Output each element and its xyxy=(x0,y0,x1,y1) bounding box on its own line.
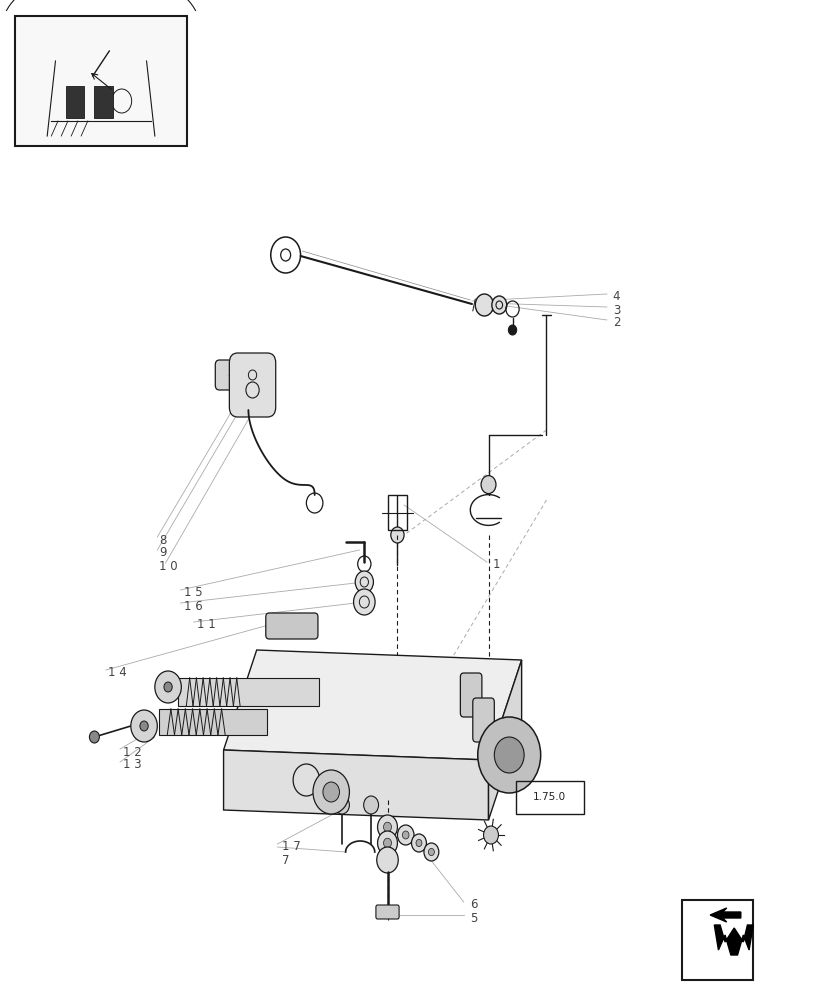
Circle shape xyxy=(383,822,391,832)
Circle shape xyxy=(323,782,339,802)
Text: 1 4: 1 4 xyxy=(108,666,127,678)
Circle shape xyxy=(313,770,349,814)
Circle shape xyxy=(402,831,409,839)
Text: 1 6: 1 6 xyxy=(184,599,203,612)
Polygon shape xyxy=(223,650,521,760)
Circle shape xyxy=(334,796,349,814)
Circle shape xyxy=(383,838,391,848)
Circle shape xyxy=(355,571,373,593)
Bar xyxy=(178,678,318,706)
Text: 2: 2 xyxy=(612,316,619,330)
Bar xyxy=(94,86,112,118)
Bar xyxy=(66,86,84,118)
Circle shape xyxy=(477,717,540,793)
Circle shape xyxy=(491,296,506,314)
Circle shape xyxy=(483,826,498,844)
Text: 1 0: 1 0 xyxy=(159,560,177,572)
Bar xyxy=(388,495,406,530)
Text: 9: 9 xyxy=(159,546,166,560)
Text: 1 7: 1 7 xyxy=(281,840,300,854)
Text: 1 2: 1 2 xyxy=(122,746,141,758)
Bar xyxy=(159,709,266,735)
Circle shape xyxy=(353,589,375,615)
Polygon shape xyxy=(714,925,753,955)
Text: 1 5: 1 5 xyxy=(184,586,202,599)
Text: 4: 4 xyxy=(612,290,619,304)
Circle shape xyxy=(155,671,181,703)
Polygon shape xyxy=(223,750,488,820)
Circle shape xyxy=(140,721,148,731)
Circle shape xyxy=(377,815,397,839)
Text: 1 3: 1 3 xyxy=(122,758,141,772)
FancyBboxPatch shape xyxy=(229,353,275,417)
FancyBboxPatch shape xyxy=(265,613,318,639)
FancyBboxPatch shape xyxy=(460,673,481,717)
Circle shape xyxy=(428,848,434,856)
Text: 1 1: 1 1 xyxy=(197,618,216,632)
Bar xyxy=(681,900,753,980)
Circle shape xyxy=(397,825,414,845)
FancyBboxPatch shape xyxy=(215,360,263,390)
Polygon shape xyxy=(488,660,521,820)
Text: 6: 6 xyxy=(470,898,477,912)
FancyBboxPatch shape xyxy=(375,905,399,919)
Circle shape xyxy=(376,847,398,873)
Circle shape xyxy=(377,831,397,855)
Bar xyxy=(15,16,187,146)
Polygon shape xyxy=(710,908,740,922)
Circle shape xyxy=(390,527,404,543)
Circle shape xyxy=(494,737,523,773)
Circle shape xyxy=(363,796,378,814)
Circle shape xyxy=(475,294,493,316)
Text: 1: 1 xyxy=(492,558,500,572)
Circle shape xyxy=(508,325,516,335)
Circle shape xyxy=(480,476,495,494)
Circle shape xyxy=(423,843,438,861)
Bar xyxy=(515,781,583,814)
Text: 7: 7 xyxy=(281,854,289,866)
Circle shape xyxy=(415,839,422,847)
Text: 3: 3 xyxy=(612,304,619,316)
Circle shape xyxy=(89,731,99,743)
Circle shape xyxy=(131,710,157,742)
Text: 8: 8 xyxy=(159,534,166,546)
Circle shape xyxy=(164,682,172,692)
Text: 1.75.0: 1.75.0 xyxy=(533,792,566,802)
Text: 5: 5 xyxy=(470,912,477,924)
Circle shape xyxy=(411,834,426,852)
FancyBboxPatch shape xyxy=(472,698,494,742)
